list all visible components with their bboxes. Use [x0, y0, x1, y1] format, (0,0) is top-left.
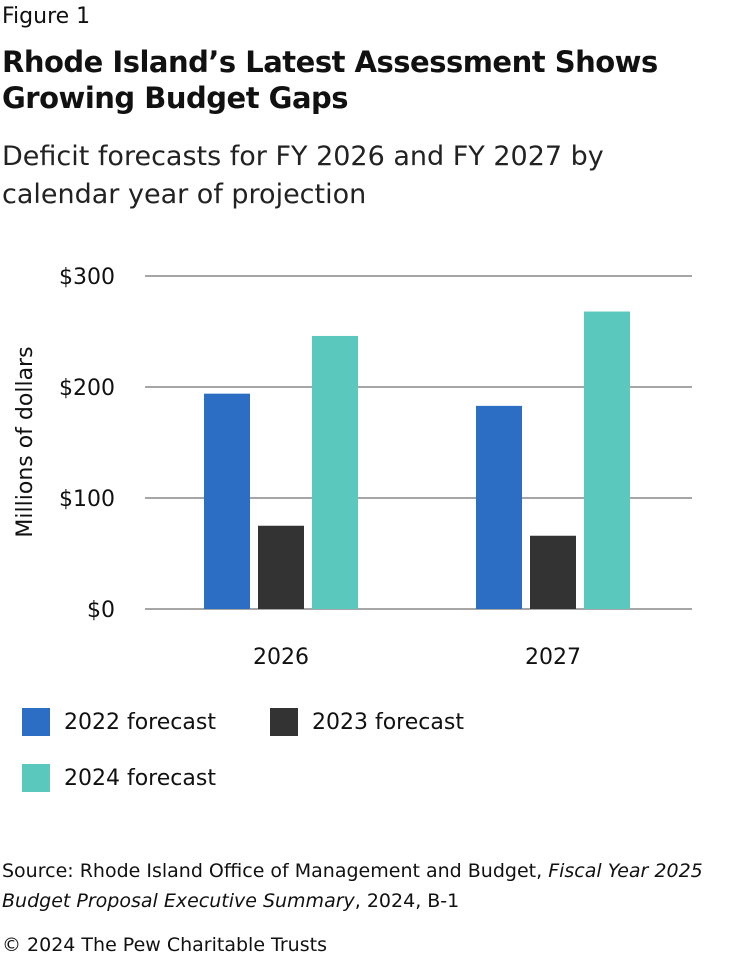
bar-2022-2027: [476, 405, 522, 609]
legend-label: 2022 forecast: [64, 709, 216, 735]
legend-item-2024: 2024 forecast: [22, 764, 216, 792]
bar-2023-2027: [530, 535, 576, 609]
y-tick-label: $200: [59, 376, 115, 401]
y-tick-label: $100: [59, 487, 115, 512]
x-tick-label: 2027: [525, 645, 581, 670]
x-tick-label: 2026: [253, 645, 309, 670]
legend-item-2023: 2023 forecast: [270, 708, 464, 736]
bar-chart: $0 $100 $200 $300 Millions of dollars 2026 202…: [13, 265, 692, 670]
legend-label: 2023 forecast: [312, 709, 464, 735]
bar-2023-2026: [258, 525, 304, 609]
legend-swatch: [22, 708, 50, 736]
y-axis-label: Millions of dollars: [13, 346, 38, 537]
legend-item-2022: 2022 forecast: [22, 708, 216, 736]
figure-label: Figure 1: [2, 4, 91, 29]
source-prefix: Source: Rhode Island Office of Managemen…: [2, 860, 549, 882]
bar-2024-2027: [584, 311, 630, 609]
source-title: Fiscal Year 2025 Budget Proposal Executi…: [2, 860, 703, 912]
legend-swatch: [22, 764, 50, 792]
chart-title: Rhode Island’s Latest Assessment Shows G…: [2, 45, 658, 115]
bar-2024-2026: [312, 335, 358, 609]
source-suffix: , 2024, B-1: [354, 890, 460, 912]
copyright: © 2024 The Pew Charitable Trusts: [2, 934, 327, 956]
y-tick-label: $0: [87, 598, 115, 623]
bar-2022-2026: [204, 393, 250, 609]
source-note: Source: Rhode Island Office of Managemen…: [2, 856, 722, 916]
y-tick-label: $300: [59, 265, 115, 290]
legend-label: 2024 forecast: [64, 765, 216, 791]
chart-subtitle: Deficit forecasts for FY 2026 and FY 202…: [2, 141, 604, 210]
legend-swatch: [270, 708, 298, 736]
